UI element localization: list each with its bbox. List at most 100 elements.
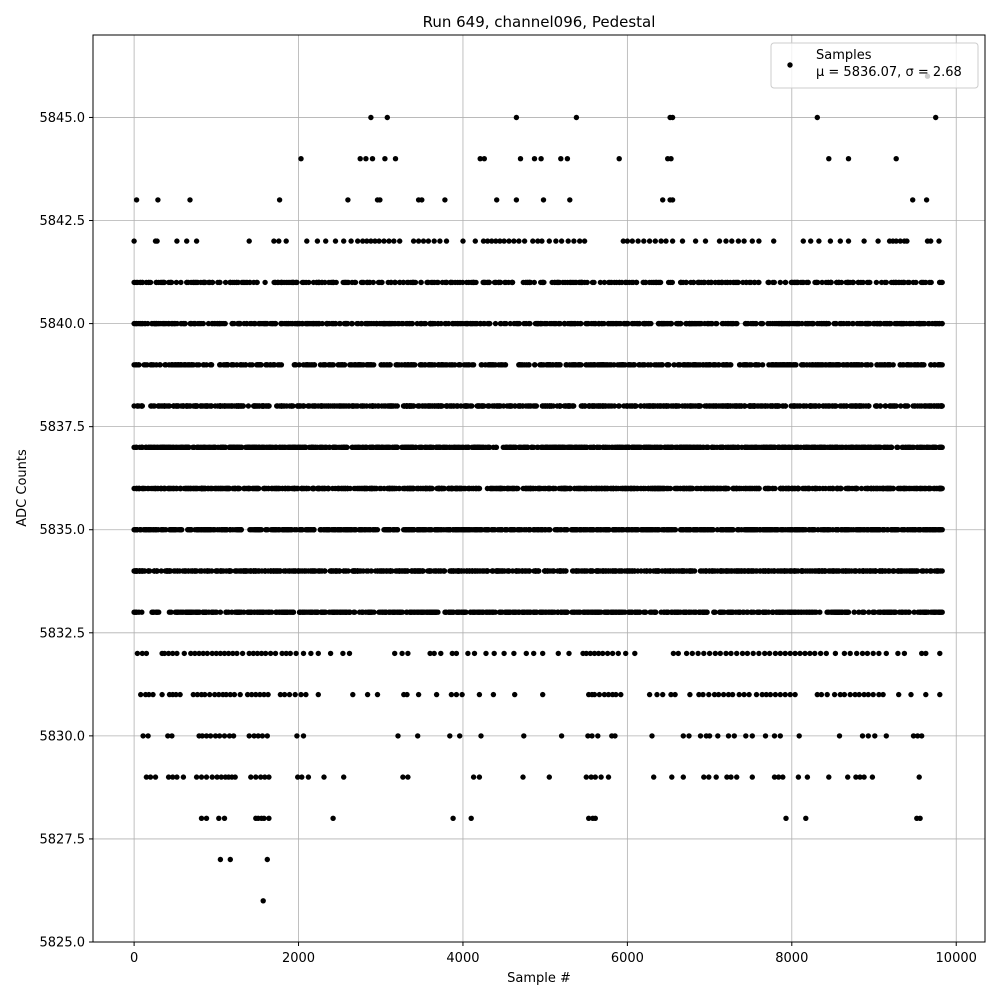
- data-point: [531, 650, 537, 657]
- data-point: [712, 650, 718, 657]
- data-point: [853, 774, 859, 780]
- data-point: [298, 527, 304, 533]
- data-point: [576, 444, 582, 450]
- data-point: [645, 403, 651, 409]
- data-point: [369, 485, 375, 492]
- data-point: [478, 733, 484, 739]
- data-point: [212, 527, 218, 533]
- data-point: [775, 774, 782, 780]
- data-point: [717, 650, 723, 657]
- data-point: [279, 527, 286, 533]
- data-point: [158, 568, 164, 574]
- data-point: [767, 691, 774, 698]
- data-point: [303, 691, 309, 698]
- data-point: [400, 485, 406, 492]
- data-point: [583, 650, 589, 657]
- data-point: [216, 815, 222, 821]
- data-point: [383, 609, 389, 615]
- data-point: [251, 733, 257, 739]
- data-point: [343, 444, 350, 450]
- data-point: [706, 650, 713, 657]
- data-point: [143, 774, 150, 780]
- data-point: [844, 485, 851, 492]
- data-point: [267, 568, 274, 574]
- data-point: [736, 691, 742, 698]
- data-point: [572, 485, 578, 492]
- data-point: [203, 815, 210, 821]
- data-point: [600, 650, 606, 657]
- data-point: [870, 691, 876, 698]
- data-point: [782, 691, 788, 698]
- data-point: [821, 444, 827, 450]
- data-point: [527, 527, 533, 533]
- data-point: [140, 733, 146, 739]
- data-point: [847, 691, 853, 698]
- data-point: [523, 609, 530, 615]
- data-point: [212, 733, 219, 739]
- data-point: [312, 568, 319, 574]
- data-point: [669, 444, 675, 450]
- data-point: [453, 527, 459, 533]
- data-point: [742, 444, 748, 450]
- data-point: [594, 568, 600, 574]
- data-point: [486, 609, 493, 615]
- data-point: [700, 609, 707, 615]
- data-point: [516, 444, 522, 450]
- data-point: [706, 691, 712, 698]
- data-point: [255, 609, 261, 615]
- data-point: [615, 650, 621, 657]
- data-point: [257, 691, 263, 698]
- data-point: [283, 650, 289, 657]
- data-point: [319, 609, 325, 615]
- data-point: [221, 650, 228, 657]
- data-points: [131, 73, 945, 904]
- data-point: [868, 568, 874, 574]
- data-point: [866, 609, 872, 615]
- data-point: [346, 650, 353, 657]
- data-point: [471, 650, 478, 657]
- data-point: [246, 733, 252, 739]
- data-point: [898, 609, 905, 615]
- data-point: [892, 609, 899, 615]
- data-point: [789, 568, 795, 574]
- data-point: [256, 444, 263, 450]
- data-point: [862, 485, 869, 492]
- data-point: [360, 568, 366, 574]
- data-point: [848, 444, 855, 450]
- data-point: [465, 650, 471, 657]
- data-point: [540, 691, 546, 698]
- data-point: [510, 527, 516, 533]
- data-point: [903, 609, 909, 615]
- data-point: [413, 609, 420, 615]
- data-point: [131, 444, 137, 450]
- data-point: [411, 527, 417, 533]
- data-point: [771, 733, 778, 739]
- data-point: [319, 444, 325, 450]
- data-point: [842, 568, 849, 574]
- data-point: [680, 774, 686, 780]
- data-point: [732, 485, 738, 492]
- data-point: [143, 444, 149, 450]
- data-point: [417, 527, 423, 533]
- data-point: [500, 403, 507, 409]
- data-point: [338, 485, 344, 492]
- data-point: [490, 444, 497, 450]
- data-point: [739, 650, 746, 657]
- data-point: [266, 774, 272, 780]
- data-point: [407, 444, 413, 450]
- data-point: [675, 650, 681, 657]
- data-point: [300, 403, 306, 409]
- data-point: [170, 650, 176, 657]
- data-point: [836, 568, 842, 574]
- data-point: [683, 650, 690, 657]
- data-point: [281, 609, 288, 615]
- data-point: [258, 650, 265, 657]
- data-point: [636, 444, 642, 450]
- data-point: [594, 527, 600, 533]
- data-point: [876, 444, 882, 450]
- data-point: [821, 527, 827, 533]
- data-point: [787, 650, 793, 657]
- data-point: [680, 733, 686, 739]
- data-point: [198, 774, 205, 780]
- data-point: [588, 527, 594, 533]
